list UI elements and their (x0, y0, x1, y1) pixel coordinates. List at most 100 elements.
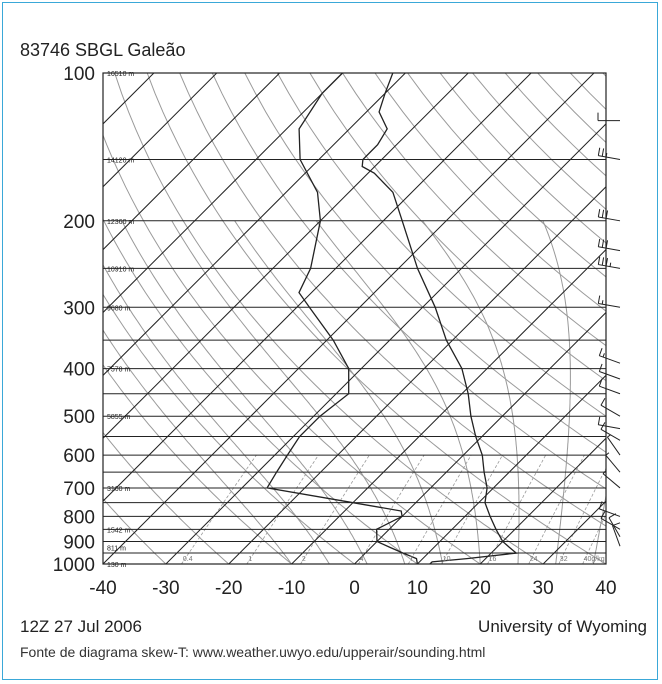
chart-title: 83746 SBGL Galeão (20, 40, 185, 60)
moist-adiabat (234, 220, 443, 564)
temperature-trace (361, 73, 518, 564)
isotherm (542, 500, 606, 564)
wind-barb (600, 422, 621, 441)
wind-barb-staff (598, 155, 621, 160)
wind-barb-staff (600, 517, 621, 530)
wind-barb-flag (597, 238, 601, 247)
y-tick-label: 300 (63, 298, 95, 319)
wind-barb-half-flag (609, 262, 612, 267)
wind-barb-staff (612, 525, 621, 547)
wind-barb-staff (598, 424, 621, 430)
mixing-ratio-line (528, 454, 585, 564)
wind-barb-flag (600, 398, 606, 406)
x-tick-label: -40 (89, 578, 116, 599)
wind-barb-flag (600, 511, 606, 519)
mixing-ratio-label: 16 (489, 556, 497, 563)
wind-barb-half-flag (605, 452, 610, 456)
wind-barb-flag (598, 501, 603, 510)
wind-barb-flag (597, 147, 601, 156)
height-label: 7578 m (107, 367, 131, 374)
wind-barb-staff (608, 517, 621, 537)
dry-adiabat (179, 73, 606, 527)
moist-adiabat (592, 493, 606, 564)
skewt-chart: 83746 SBGL Galeão 12Z 27 Jul 2006 Univer… (20, 40, 662, 636)
y-tick-label: 500 (63, 407, 95, 428)
height-label: 3160 m (107, 486, 131, 493)
isotherm (354, 311, 606, 564)
dry-adiabat (569, 73, 606, 111)
dry-adiabat (276, 73, 606, 417)
y-tick-label: 1000 (53, 555, 95, 576)
y-tick-label: 800 (63, 507, 95, 528)
y-tick-label: 700 (63, 479, 95, 500)
wind-barb (598, 501, 621, 517)
mixing-ratio-label: 7 (409, 556, 413, 563)
wind-barb-staff (606, 436, 621, 456)
plot-clipped-group (103, 73, 662, 564)
wind-barb-flag (598, 363, 603, 372)
wind-barb-flag (597, 416, 601, 425)
height-label: 811 m (107, 545, 126, 552)
wind-barb-flag (598, 378, 603, 387)
wind-barb-half-flag (601, 300, 604, 305)
wind-barb-staff (598, 264, 621, 269)
wind-barb-flag (597, 209, 601, 218)
moist-adiabat (315, 220, 481, 564)
wind-barb (597, 256, 621, 269)
wind-barb (597, 238, 621, 252)
x-tick-label: 10 (407, 578, 428, 599)
isotherm (103, 73, 595, 564)
height-label: 12360 m (107, 219, 134, 226)
wind-barb (597, 147, 621, 160)
isotherm (228, 186, 606, 564)
wind-barb (597, 112, 620, 122)
x-tick-label: 30 (533, 578, 554, 599)
isotherm (479, 437, 606, 564)
wind-barb (605, 452, 621, 473)
wind-barb-half-flag (605, 152, 608, 158)
chart-caption: Fonte de diagrama skew-T: www.weather.uw… (20, 644, 486, 660)
wind-barb-flag (601, 257, 605, 266)
isotherm (605, 563, 606, 564)
wind-barb (597, 295, 621, 308)
isotherm (291, 248, 606, 564)
dry-adiabat (407, 73, 606, 278)
isotherm (103, 73, 343, 314)
dry-adiabat (103, 218, 418, 564)
time-label: 12Z 27 Jul 2006 (20, 617, 142, 636)
wind-barb (600, 511, 621, 530)
mixing-ratio-label: 1 (248, 556, 252, 563)
dry-adiabat (602, 73, 606, 77)
y-tick-label: 600 (63, 446, 95, 467)
wind-barb-flag (601, 148, 605, 157)
y-tick-label: 200 (63, 212, 95, 233)
wind-barb-staff (599, 508, 621, 517)
wind-barb-flag (605, 210, 609, 219)
x-tick-label: -30 (152, 578, 179, 599)
moist-adiabat (121, 220, 368, 564)
wind-barb-staff (600, 404, 621, 417)
wind-barb (600, 398, 621, 417)
mixing-ratio-label: 40g/kg (584, 556, 605, 563)
wind-barb-flag (601, 239, 605, 248)
mixing-ratio-line (582, 513, 606, 564)
wind-barb-staff (599, 371, 621, 380)
mixing-ratio-label: 32 (560, 556, 568, 563)
wind-barb (602, 470, 621, 489)
wind-barb (597, 416, 621, 430)
wind-barb-flag (601, 209, 605, 218)
wind-barb-flag (597, 295, 601, 304)
wind-barb (606, 434, 621, 456)
isotherm (165, 123, 606, 564)
mixing-ratio-label: 10 (443, 556, 451, 563)
wind-barb-staff (598, 246, 621, 252)
mixing-ratio-label: 0.4 (183, 556, 193, 563)
moist-adiabat (542, 220, 571, 564)
dry-adiabat (635, 73, 662, 564)
dewpoint-trace (266, 73, 419, 564)
plot-border (102, 72, 607, 565)
height-label: 10910 m (107, 266, 134, 273)
wind-barb (598, 378, 621, 395)
height-label: 9680 m (107, 305, 131, 312)
dry-adiabat (309, 73, 606, 382)
